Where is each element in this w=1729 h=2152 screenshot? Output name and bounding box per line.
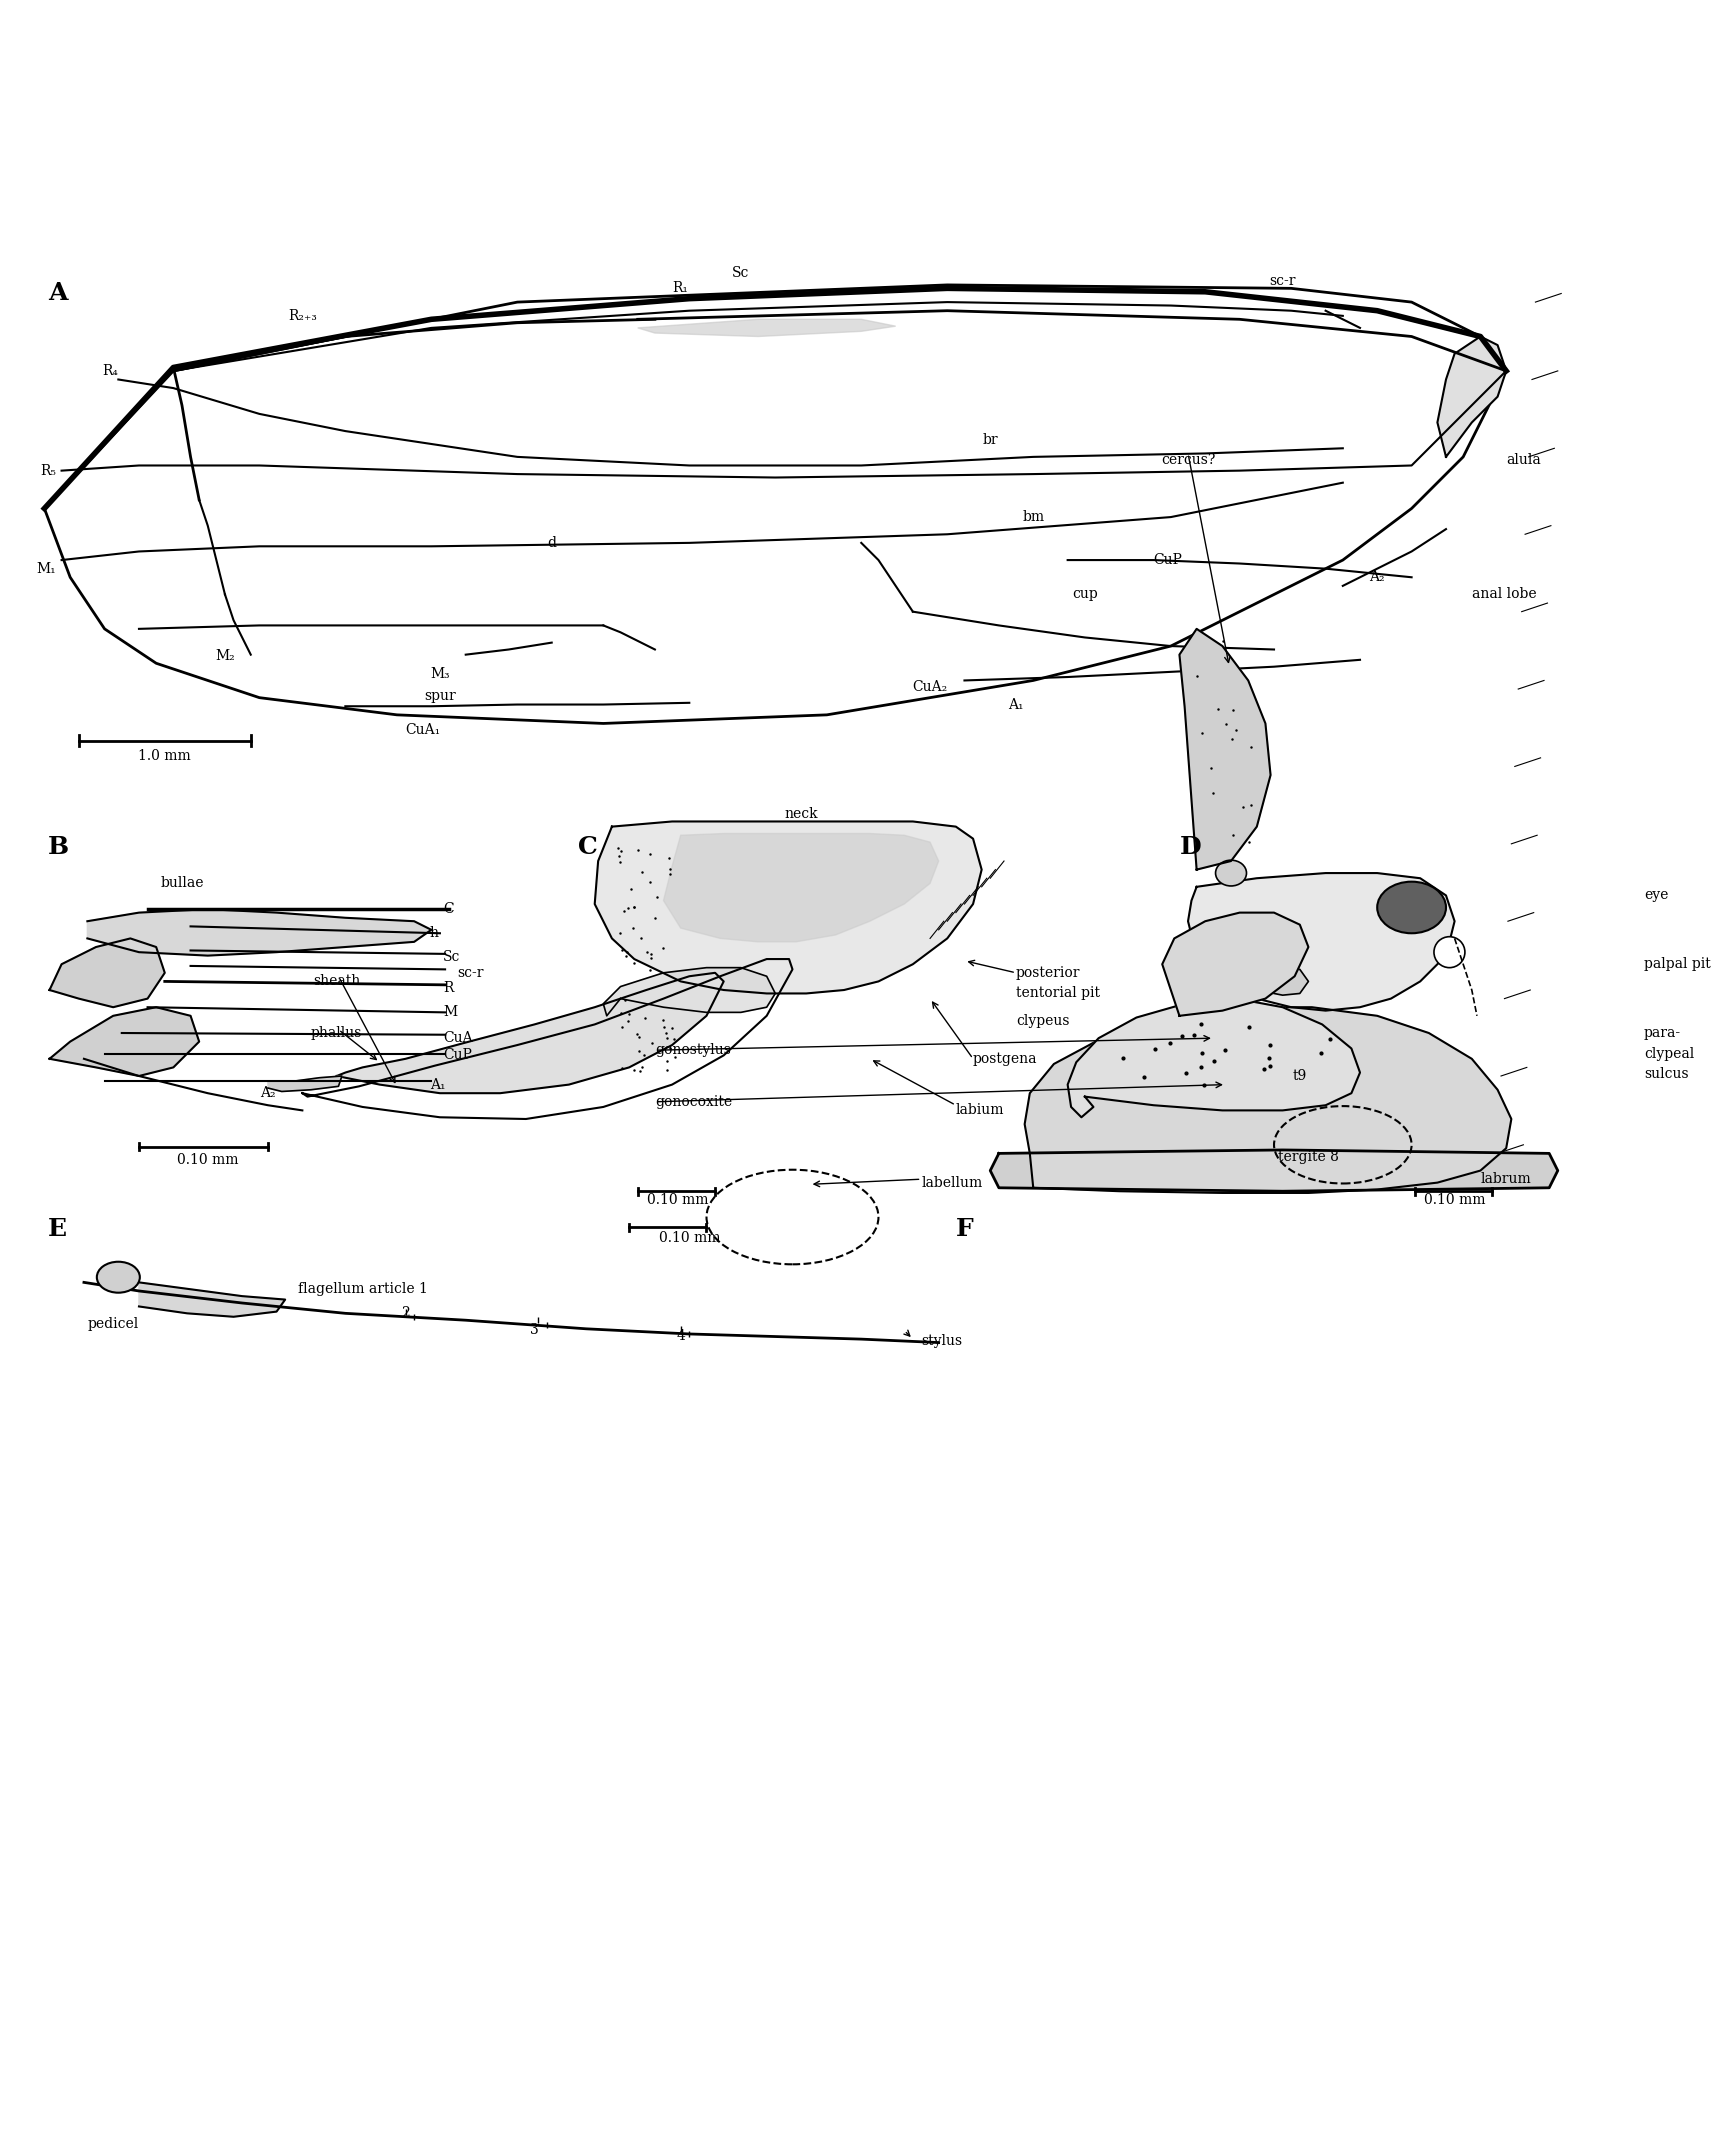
Text: bm: bm xyxy=(1022,510,1044,525)
Polygon shape xyxy=(1188,874,1454,1011)
Text: CuP: CuP xyxy=(1153,553,1183,568)
Polygon shape xyxy=(638,318,896,336)
Text: Sc: Sc xyxy=(731,265,750,280)
Text: para-: para- xyxy=(1644,1027,1681,1039)
Text: stylus: stylus xyxy=(922,1334,963,1347)
Text: M₃: M₃ xyxy=(431,667,450,680)
Text: Sc: Sc xyxy=(443,951,460,964)
Text: clypeal: clypeal xyxy=(1644,1046,1694,1061)
Polygon shape xyxy=(88,908,431,955)
Text: sulcus: sulcus xyxy=(1644,1067,1689,1080)
Text: 0.10 mm: 0.10 mm xyxy=(176,1153,239,1166)
Text: C: C xyxy=(577,835,598,859)
Polygon shape xyxy=(1179,628,1271,869)
Text: M₂: M₂ xyxy=(214,650,235,663)
Text: A: A xyxy=(48,282,67,306)
Text: CuA₂: CuA₂ xyxy=(913,680,947,695)
Text: cup: cup xyxy=(1072,587,1098,600)
Polygon shape xyxy=(991,1149,1558,1192)
Text: A₂: A₂ xyxy=(1369,570,1385,583)
Polygon shape xyxy=(45,284,1506,723)
Text: tergite 8: tergite 8 xyxy=(1278,1149,1338,1164)
Text: neck: neck xyxy=(785,807,818,822)
Text: tentorial pit: tentorial pit xyxy=(1017,986,1100,1001)
Text: sheath: sheath xyxy=(313,975,360,988)
Ellipse shape xyxy=(97,1261,140,1293)
Text: 1.0 mm: 1.0 mm xyxy=(138,749,192,764)
Polygon shape xyxy=(50,1007,199,1076)
Polygon shape xyxy=(1025,1007,1511,1192)
Polygon shape xyxy=(138,1283,285,1317)
Text: labrum: labrum xyxy=(1480,1173,1532,1186)
Text: sc-r: sc-r xyxy=(456,966,484,979)
Polygon shape xyxy=(1162,912,1309,1016)
Text: gonocoxite: gonocoxite xyxy=(655,1095,731,1108)
Text: palpal pit: palpal pit xyxy=(1644,958,1710,971)
Text: 0.10 mm: 0.10 mm xyxy=(647,1192,707,1207)
Text: clypeus: clypeus xyxy=(1017,1014,1070,1029)
Text: br: br xyxy=(982,433,998,448)
Ellipse shape xyxy=(1433,936,1464,968)
Text: 2: 2 xyxy=(401,1306,410,1319)
Text: B: B xyxy=(48,835,69,859)
Text: d: d xyxy=(546,536,557,551)
Text: eye: eye xyxy=(1644,889,1668,902)
Text: spur: spur xyxy=(424,689,456,704)
Text: 0.10 mm: 0.10 mm xyxy=(1425,1192,1485,1207)
Text: labium: labium xyxy=(956,1104,1005,1117)
Text: bullae: bullae xyxy=(161,876,204,891)
Text: R₄: R₄ xyxy=(102,364,118,379)
Text: C: C xyxy=(443,902,455,917)
Text: R₁: R₁ xyxy=(673,282,688,295)
Text: E: E xyxy=(48,1218,67,1242)
Polygon shape xyxy=(1437,336,1506,456)
Text: D: D xyxy=(1179,835,1202,859)
Polygon shape xyxy=(603,968,775,1016)
Text: R: R xyxy=(443,981,453,994)
Text: F: F xyxy=(956,1218,973,1242)
Text: 3: 3 xyxy=(531,1323,539,1336)
Polygon shape xyxy=(1067,999,1361,1117)
Text: CuA₁: CuA₁ xyxy=(405,723,441,738)
Ellipse shape xyxy=(1378,882,1445,934)
Text: labellum: labellum xyxy=(922,1175,982,1190)
Text: postgena: postgena xyxy=(973,1052,1037,1065)
Polygon shape xyxy=(664,833,939,943)
Text: CuA: CuA xyxy=(443,1031,474,1046)
Text: gonostylus: gonostylus xyxy=(655,1044,731,1057)
Text: R₂₊₃: R₂₊₃ xyxy=(289,308,316,323)
Text: R₅: R₅ xyxy=(40,463,57,478)
Polygon shape xyxy=(268,1076,342,1091)
Text: pedicel: pedicel xyxy=(88,1317,138,1330)
Text: A₂: A₂ xyxy=(259,1087,275,1100)
Text: A₁: A₁ xyxy=(1008,697,1024,712)
Polygon shape xyxy=(50,938,164,1007)
Text: posterior: posterior xyxy=(1017,966,1081,979)
Text: 0.10 mm: 0.10 mm xyxy=(659,1231,719,1244)
Polygon shape xyxy=(595,822,982,994)
Text: CuP: CuP xyxy=(443,1048,472,1063)
Text: cercus?: cercus? xyxy=(1160,454,1215,467)
Text: M₁: M₁ xyxy=(36,562,57,577)
Text: A₁: A₁ xyxy=(429,1078,444,1091)
Text: 4: 4 xyxy=(676,1328,685,1343)
Text: t9: t9 xyxy=(1293,1070,1307,1082)
Text: M: M xyxy=(443,1005,458,1020)
Ellipse shape xyxy=(1215,861,1247,887)
Polygon shape xyxy=(1236,968,1309,994)
Text: phallus: phallus xyxy=(311,1027,363,1039)
Text: flagellum article 1: flagellum article 1 xyxy=(297,1283,427,1296)
Text: anal lobe: anal lobe xyxy=(1471,587,1537,600)
Text: h: h xyxy=(429,925,439,940)
Text: alula: alula xyxy=(1506,454,1541,467)
Text: sc-r: sc-r xyxy=(1269,273,1295,288)
Polygon shape xyxy=(337,973,724,1093)
